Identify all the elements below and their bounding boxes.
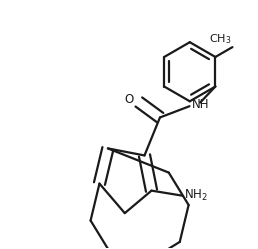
Text: CH$_3$: CH$_3$: [208, 32, 231, 46]
Text: O: O: [125, 93, 134, 106]
Text: NH: NH: [192, 98, 210, 111]
Text: NH$_2$: NH$_2$: [184, 188, 208, 203]
